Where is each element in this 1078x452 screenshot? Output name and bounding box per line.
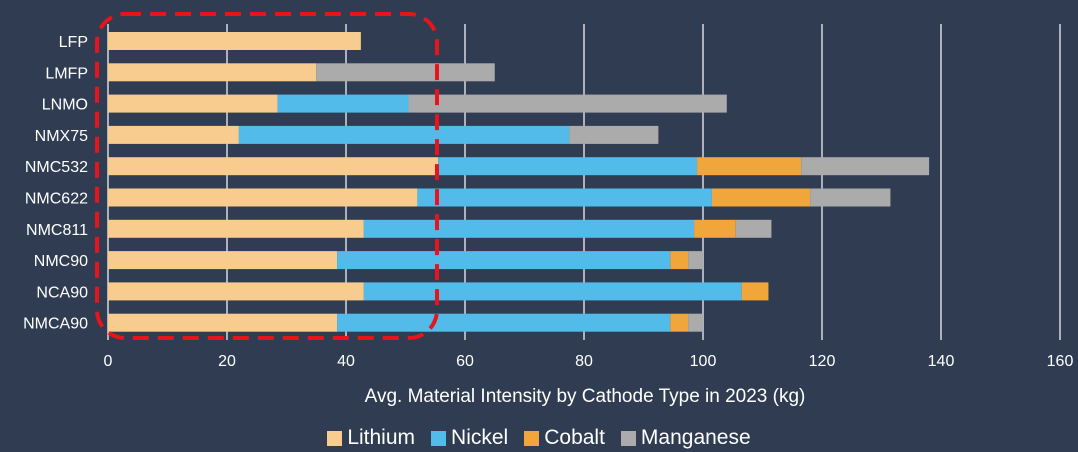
category-label: NCA90: [36, 284, 88, 301]
legend-swatch: [524, 430, 540, 446]
bar-segment-lithium: [108, 282, 364, 301]
bar-segment-lithium: [108, 125, 239, 144]
bar-segment-lithium: [108, 313, 338, 332]
axis-labels: 0 20 40 60 80 100 120 140 160 LFP LMFP LNMO NMX75 NMC…: [23, 34, 1073, 370]
bar-segment-manganese: [408, 94, 727, 113]
bar-segment-lithium: [108, 188, 418, 207]
legend-item: Manganese: [620, 426, 751, 450]
highlight-dashed-box: [95, 12, 439, 340]
bar-segment-manganese: [688, 251, 703, 270]
bar-segment-nickel: [337, 251, 671, 270]
legend-item: Cobalt: [524, 426, 605, 450]
x-tick-label: 140: [928, 353, 955, 370]
bar-segment-nickel: [238, 125, 570, 144]
bar-segment-manganese: [569, 125, 659, 144]
bar-segment-manganese: [316, 63, 495, 82]
legend-label: Lithium: [347, 426, 416, 449]
category-label: NMX75: [35, 128, 88, 145]
bar-segment-lithium: [108, 32, 361, 50]
bar-segment-cobalt: [711, 188, 811, 207]
bar-segment-manganese: [688, 313, 703, 332]
x-tick-label: 120: [809, 353, 836, 370]
category-label: NMC90: [34, 253, 88, 270]
bar-segment-nickel: [363, 282, 742, 301]
x-tick-label: 80: [575, 353, 593, 370]
x-tick-label: 60: [456, 353, 474, 370]
bar-segment-lithium: [108, 251, 338, 270]
legend-label: Nickel: [451, 426, 509, 449]
bars: [108, 32, 930, 332]
bar-segment-cobalt: [670, 313, 689, 332]
x-tick-label: 0: [104, 353, 113, 370]
bar-segment-nickel: [337, 313, 671, 332]
category-label: LNMO: [42, 97, 88, 114]
bar-segment-nickel: [363, 219, 695, 238]
bar-segment-lithium: [108, 219, 364, 238]
legend-label: Cobalt: [544, 426, 605, 449]
bar-segment-lithium: [108, 157, 439, 176]
x-tick-label: 40: [337, 353, 355, 370]
bar-segment-nickel: [438, 157, 698, 176]
bar-segment-cobalt: [741, 282, 769, 301]
category-label: NMC532: [25, 159, 88, 176]
legend: Lithium Nickel Cobalt Manganese: [0, 426, 1078, 450]
category-label: LMFP: [45, 65, 88, 82]
x-tick-label: 20: [218, 353, 236, 370]
x-axis-title: Avg. Material Intensity by Cathode Type …: [365, 386, 806, 407]
category-label: NMCA90: [23, 316, 88, 333]
bar-segment-manganese: [735, 219, 772, 238]
category-label: NMC622: [25, 191, 88, 208]
legend-item: Lithium: [327, 426, 415, 450]
legend-item: Nickel: [431, 426, 508, 450]
x-tick-label: 100: [690, 353, 717, 370]
category-label: NMC811: [26, 222, 88, 239]
bar-segment-manganese: [810, 188, 891, 207]
x-tick-label: 160: [1047, 353, 1074, 370]
legend-swatch: [620, 430, 636, 446]
legend-swatch: [327, 430, 343, 446]
bar-segment-cobalt: [670, 251, 689, 270]
bar-segment-nickel: [277, 94, 409, 113]
bar-segment-lithium: [108, 63, 317, 82]
bar-segment-nickel: [417, 188, 712, 207]
chart-plot: 0 20 40 60 80 100 120 140 160 LFP LMFP LNMO NMX75 NMC…: [23, 12, 1073, 407]
legend-label: Manganese: [640, 426, 751, 449]
bar-segment-lithium: [108, 94, 278, 113]
legend-swatch: [431, 430, 447, 446]
bar-segment-manganese: [801, 157, 930, 176]
bar-segment-cobalt: [697, 157, 802, 176]
bar-segment-cobalt: [694, 219, 736, 238]
category-label: LFP: [59, 34, 88, 51]
